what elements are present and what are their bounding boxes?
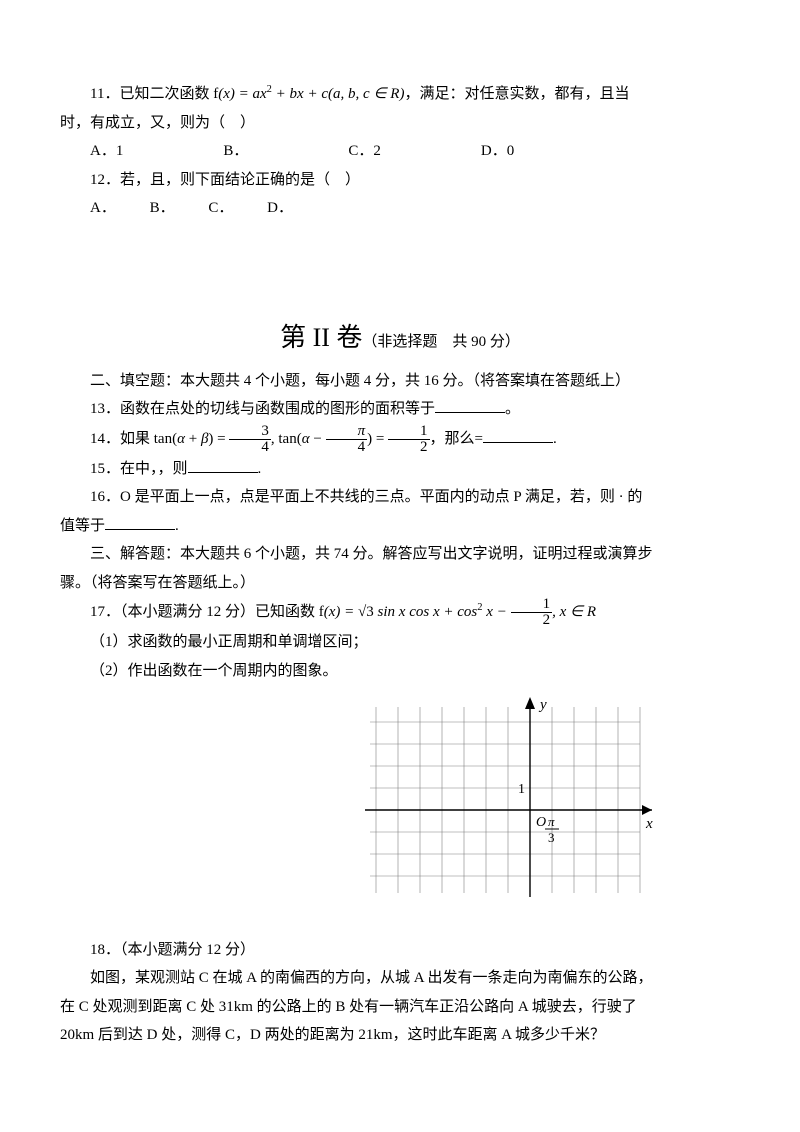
q12-opt-d: D． <box>267 200 293 216</box>
q11-opt-b: B． <box>193 137 248 166</box>
q12-stem: 12．若，且，则下面结论正确的是（ ） <box>60 166 740 195</box>
q17-sub1: （1）求函数的最小正周期和单调增区间； <box>60 628 740 657</box>
svg-text:O: O <box>536 815 546 830</box>
q17-tail: , x ∈ R <box>552 604 596 620</box>
q16-line2: 值等于. <box>60 512 740 541</box>
q13: 13．函数在点处的切线与函数围成的图形的面积等于 。 <box>60 395 740 424</box>
q17-formula: f(x) = √3 sin x cos x + cos2 x − <box>319 604 511 620</box>
q14-suffix1: ，那么= <box>430 431 483 447</box>
coordinate-graph: y x O 1 π3 <box>360 695 660 905</box>
svg-text:1: 1 <box>518 782 525 797</box>
section2-heading: 第 II 卷（非选择题 共 90 分） <box>60 313 740 362</box>
q11-stem-line2: 时，有成立，又，则为（ ） <box>60 109 740 138</box>
part3-intro-line1: 三、解答题：本大题共 6 个小题，共 74 分。解答应写出文字说明，证明过程或演… <box>60 540 740 569</box>
part2-intro: 二、填空题：本大题共 4 个小题，每小题 4 分，共 16 分。（将答案填在答题… <box>60 367 740 396</box>
q14-suffix2: . <box>553 431 557 447</box>
graph-container: y x O 1 π3 <box>280 695 740 916</box>
svg-text:π: π <box>548 814 555 829</box>
q14-frac-pi: π4 <box>326 424 368 455</box>
q11-stem-line1: 11．已知二次函数 f(x) = ax2 + bx + c(a, b, c ∈ … <box>60 80 740 109</box>
q18-line1: 如图，某观测站 C 在城 A 的南偏西的方向，从城 A 出发有一条走向为南偏东的… <box>60 964 740 993</box>
q17-sub2: （2）作出函数在一个周期内的图象。 <box>60 657 740 686</box>
q14-tan1-lhs: tan(α + β) = <box>154 431 230 447</box>
svg-text:3: 3 <box>548 830 555 845</box>
q17-prefix: 17．（本小题满分 12 分）已知函数 <box>90 604 319 620</box>
q13-suffix: 。 <box>505 401 520 417</box>
q11-prefix: 11．已知二次函数 <box>90 86 213 102</box>
q17-frac-half: 12 <box>511 597 553 628</box>
q14-mid: , tan(α − <box>271 431 326 447</box>
q13-blank <box>435 397 505 413</box>
q12-opt-c: C． <box>208 200 233 216</box>
section2-subtitle: （非选择题 共 90 分） <box>362 334 520 350</box>
q12-opt-a: A． <box>90 200 116 216</box>
q13-text: 13．函数在点处的切线与函数围成的图形的面积等于 <box>90 401 435 417</box>
q14-frac2: 12 <box>388 424 430 455</box>
q16-suffix: . <box>175 518 179 534</box>
q11-suffix: ，满足：对任意实数，都有，且当 <box>404 86 629 102</box>
svg-text:y: y <box>538 697 547 713</box>
q14-frac1: 34 <box>229 424 271 455</box>
q14-mid2: ) = <box>367 431 388 447</box>
q12-opt-b: B． <box>150 200 175 216</box>
q12-options: A． B． C． D． <box>60 194 740 223</box>
q16-blank <box>105 514 175 530</box>
q18-line3: 20km 后到达 D 处，测得 C，D 两处的距离为 21km，这时此车距离 A… <box>60 1021 740 1050</box>
q11-opt-d: D．0 <box>451 137 514 166</box>
q11-formula: f(x) = ax2 + bx + c(a, b, c ∈ R) <box>213 86 404 102</box>
q16-line2-text: 值等于 <box>60 518 105 534</box>
q14-blank <box>483 427 553 443</box>
section2-title: 第 II 卷 <box>280 323 362 352</box>
q16-line1: 16．O 是平面上一点，点是平面上不共线的三点。平面内的动点 P 满足，若，则 … <box>60 483 740 512</box>
q17-stem: 17．（本小题满分 12 分）已知函数 f(x) = √3 sin x cos … <box>60 597 740 628</box>
q18-line2: 在 C 处观测到距离 C 处 31km 的公路上的 B 处有一辆汽车正沿公路向 … <box>60 993 740 1022</box>
q18-title: 18．（本小题满分 12 分） <box>60 936 740 965</box>
q11-opt-a: A．1 <box>60 137 123 166</box>
q14-prefix: 14．如果 <box>90 431 154 447</box>
q15-blank <box>188 457 258 473</box>
q11-opt-c: C．2 <box>318 137 381 166</box>
q14: 14．如果 tan(α + β) = 34, tan(α − π4) = 12，… <box>60 424 740 455</box>
part3-intro-line2: 骤。（将答案写在答题纸上。） <box>60 569 740 598</box>
svg-text:x: x <box>645 816 653 832</box>
q15-suffix: . <box>258 461 262 477</box>
q15-text: 15．在中，，则 <box>90 461 188 477</box>
q15: 15．在中，，则. <box>60 455 740 484</box>
q11-options: A．1 B． C．2 D．0 <box>60 137 740 166</box>
